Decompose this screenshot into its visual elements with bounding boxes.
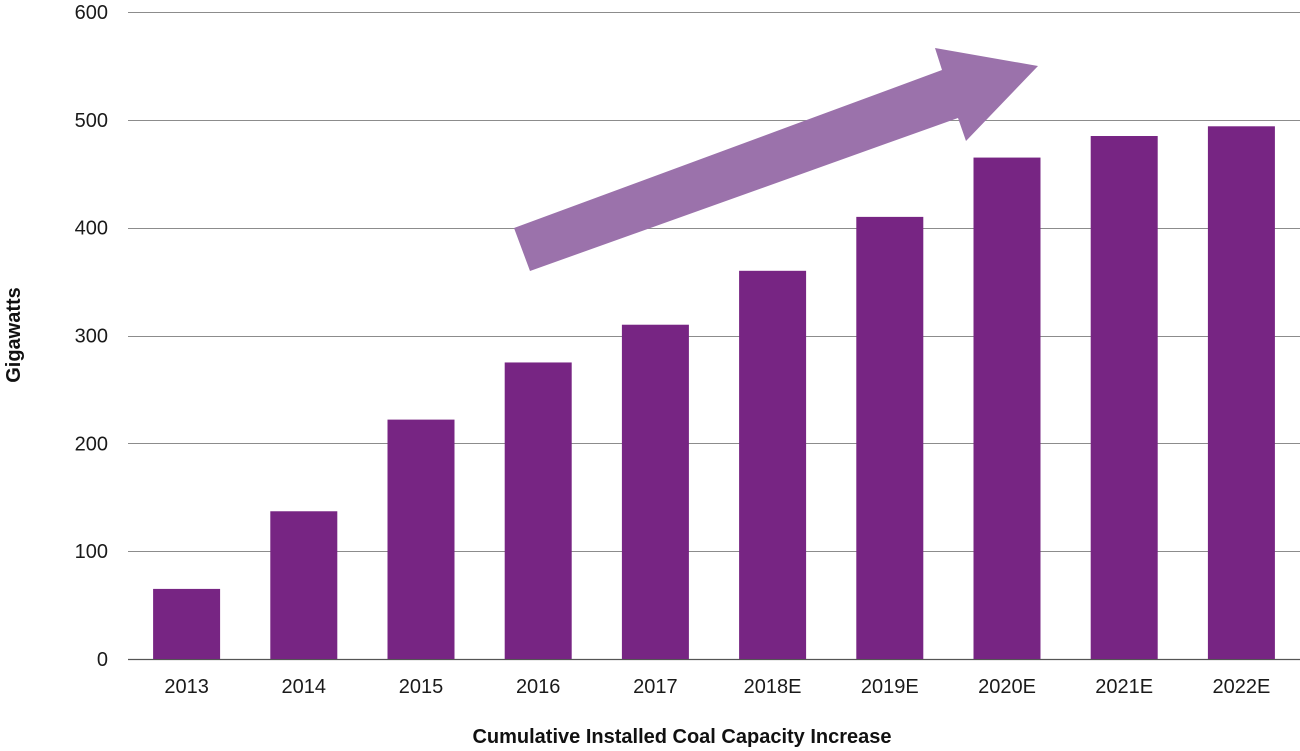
x-tick-label: 2018E bbox=[744, 676, 802, 698]
bar-2013 bbox=[153, 588, 221, 659]
bar-2020E bbox=[973, 157, 1041, 659]
y-tick-label: 200 bbox=[75, 433, 108, 455]
x-tick-label: 2014 bbox=[282, 676, 327, 698]
x-tick-label: 2016 bbox=[516, 676, 561, 698]
y-tick-label: 400 bbox=[75, 218, 108, 240]
x-tick-label: 2015 bbox=[399, 676, 444, 698]
x-tick-label: 2020E bbox=[978, 676, 1036, 698]
y-tick-label: 100 bbox=[75, 541, 108, 563]
y-tick-label: 300 bbox=[75, 326, 108, 348]
bars bbox=[153, 126, 1275, 660]
bar-2016 bbox=[504, 362, 572, 659]
bar-2018E bbox=[739, 270, 807, 659]
trend-arrow-icon bbox=[514, 48, 1038, 271]
bar-2014 bbox=[270, 511, 338, 659]
bar-2017 bbox=[621, 324, 689, 659]
bar-2022E bbox=[1207, 126, 1275, 659]
y-tick-labels: 0 100 200 300 400 500 600 bbox=[75, 2, 108, 671]
x-tick-label: 2021E bbox=[1095, 676, 1153, 698]
x-tick-label: 2017 bbox=[633, 676, 678, 698]
trend-arrow-layer bbox=[514, 48, 1038, 271]
y-tick-label: 500 bbox=[75, 110, 108, 132]
x-tick-label: 2013 bbox=[164, 676, 209, 698]
bar-2021E bbox=[1090, 136, 1158, 660]
x-tick-label: 2019E bbox=[861, 676, 919, 698]
bar-2019E bbox=[856, 216, 924, 659]
bar-2015 bbox=[387, 419, 455, 659]
x-tick-labels: 2013 2014 2015 2016 2017 2018E 2019E 2020E 2021E… bbox=[164, 676, 1270, 698]
x-tick-label: 2022E bbox=[1212, 676, 1270, 698]
y-tick-label: 0 bbox=[97, 649, 108, 671]
y-axis-title: Gigawatts bbox=[3, 287, 25, 383]
y-tick-label: 600 bbox=[75, 2, 108, 24]
x-axis-title: Cumulative Installed Coal Capacity Incre… bbox=[472, 726, 891, 748]
